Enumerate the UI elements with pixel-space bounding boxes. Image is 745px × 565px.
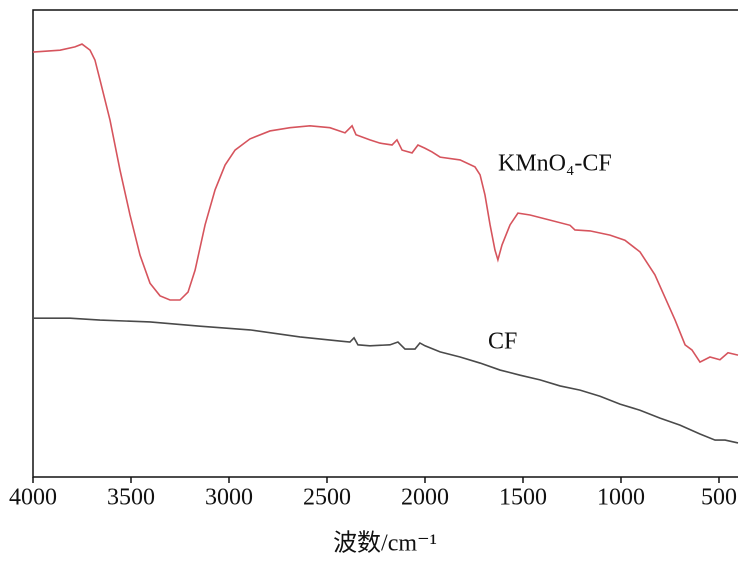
axes bbox=[32, 9, 738, 478]
x-tick-label: 1000 bbox=[597, 485, 645, 511]
x-tick-label: 2000 bbox=[401, 485, 449, 511]
x-tick-label: 500 bbox=[701, 485, 737, 511]
x-tick-label: 1500 bbox=[499, 485, 547, 511]
x-axis-label: 波数/cm⁻¹ bbox=[333, 530, 437, 557]
series-label: CF bbox=[488, 329, 517, 355]
line-series bbox=[33, 317, 739, 444]
x-tick-label: 4000 bbox=[9, 485, 57, 511]
x-tick-label: 3000 bbox=[205, 485, 253, 511]
x-tick-label: 2500 bbox=[303, 485, 351, 511]
series-label: KMnO₄-CF bbox=[498, 151, 612, 177]
line-series bbox=[32, 43, 739, 364]
x-tick-label: 3500 bbox=[107, 485, 155, 511]
